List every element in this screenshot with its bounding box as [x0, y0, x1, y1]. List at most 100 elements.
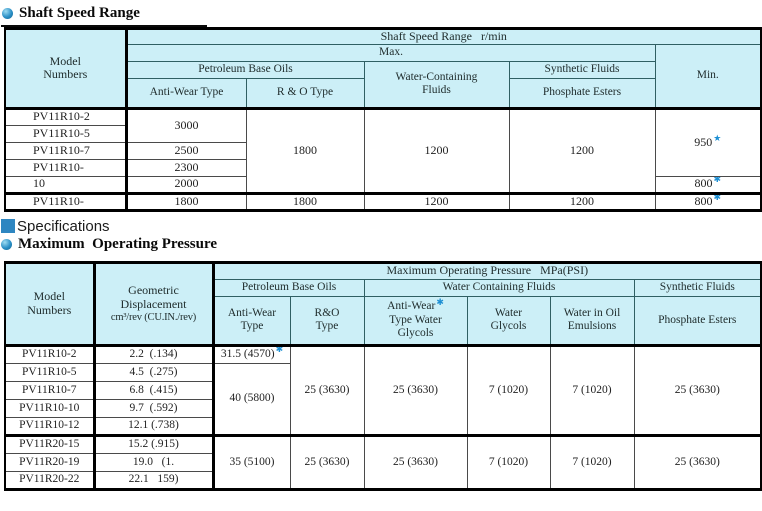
t2-antiwear-cell: 31.5 (4570)✱ — [212, 343, 291, 364]
t2-awwg-cell: 25 (3630) — [363, 343, 468, 436]
t2-model-cell: PV11R20-15 — [4, 433, 96, 454]
t1-water-header-label: Water-Containing Fluids — [395, 71, 478, 97]
bullet-ball-icon — [2, 8, 13, 19]
pressure-value: 31.5 (4570) — [220, 348, 275, 361]
t1-max-header: Max. — [125, 43, 656, 62]
t2-antiwear-cell: 40 (5800) — [212, 362, 291, 436]
t2-phosphate-header: Phosphate Esters — [633, 295, 762, 346]
t2-model-cell: PV11R10-12 — [4, 416, 96, 436]
t2-model-cell: PV11R10-10 — [4, 398, 96, 418]
t2-antiwear-header-label: Anti-Wear Type — [227, 307, 277, 333]
t2-wioe-header: Water in Oil Emulsions — [549, 295, 635, 346]
specifications-title: Specifications — [17, 217, 110, 235]
geometric-line2: Displacement — [120, 296, 187, 311]
t2-model-header: Model Numbers — [4, 261, 96, 346]
awwg-line1-text: Anti-Wear — [387, 300, 436, 313]
t2-geo-cell: 9.7 (.592) — [93, 398, 215, 418]
t2-mop-header: Maximum Operating Pressure MPa(PSI) — [212, 261, 762, 280]
pressure-heading: Maximum Operating Pressure — [1, 236, 762, 253]
t2-awwg-header: Anti-Wear✱ Type Water Glycols — [363, 295, 468, 346]
pressure-title: Maximum Operating Pressure — [18, 235, 218, 252]
t2-model-cell: PV11R20-22 — [4, 470, 96, 490]
t1-antiwear-header: Anti-Wear Type — [125, 77, 247, 109]
geometric-line3: cm³/rev (CU.IN./rev) — [110, 311, 197, 323]
t2-wioe-label: Water in Oil Emulsions — [563, 307, 621, 333]
t2-geo-cell: 4.5 (.275) — [93, 362, 215, 382]
t2-wcf-header: Water Containing Fluids — [363, 278, 635, 297]
t2-geo-cell: 19.0 (1. — [93, 452, 215, 472]
t2-antiwear-cell: 35 (5100) — [212, 433, 291, 490]
specifications-heading: Specifications — [1, 218, 762, 235]
t2-model-cell: PV11R20-19 — [4, 452, 96, 472]
t1-ro-header: R & O Type — [245, 77, 365, 109]
t2-ro-cell: 25 (3630) — [289, 343, 365, 436]
bullet-square-icon — [1, 219, 15, 234]
t1-min-cell: 800✱ — [654, 191, 762, 211]
t2-waterglycols-label: Water Glycols — [490, 307, 527, 333]
t1-synthetic-header: Synthetic Fluids — [508, 60, 656, 79]
t2-geo-cell: 22.1 159) — [93, 470, 215, 490]
footnote-marker-icon: ★ — [713, 132, 722, 143]
shaft-speed-title: Shaft Speed Range — [19, 5, 140, 21]
footnote-marker-icon: ✱ — [713, 176, 722, 185]
t1-water-header: Water-Containing Fluids — [363, 60, 510, 109]
awwg-line1: Anti-Wear✱ — [365, 296, 466, 313]
t1-water-cell: 1200 — [363, 191, 510, 211]
t2-geo-cell: 6.8 (.415) — [93, 380, 215, 400]
t2-antiwear-header: Anti-Wear Type — [212, 295, 291, 346]
t1-ro-cell: 1800 — [245, 106, 365, 194]
t2-ro-header-label: R&O Type — [314, 307, 340, 333]
t2-wioe-cell: 7 (1020) — [549, 433, 635, 490]
t2-model-header-label: Model Numbers — [27, 289, 72, 317]
t2-geo-cell: 15.2 (.915) — [93, 433, 215, 454]
t1-model-cell: PV11R10- — [4, 158, 128, 177]
t1-model-header: Model Numbers — [4, 28, 128, 109]
t1-min-cell: 800✱ — [654, 175, 762, 194]
t1-antiwear-cell: 2500 — [125, 141, 247, 160]
t1-model-cell: PV11R10-2 — [4, 106, 128, 126]
t2-geometric-header: Geometric Displacement cm³/rev (CU.IN./r… — [93, 261, 215, 346]
t1-antiwear-cell: 2300 — [125, 158, 247, 177]
min-value: 800 — [694, 193, 713, 208]
t2-geo-cell: 2.2 (.134) — [93, 343, 215, 364]
min-value: 800 — [694, 176, 713, 191]
pressure-section-header: Maximum Operating Pressure — [1, 236, 762, 253]
t1-model-header-label: Model Numbers — [43, 53, 88, 82]
t1-min-cell: 950★ — [654, 106, 762, 177]
t1-petroleum-header: Petroleum Base Oils — [125, 60, 365, 79]
t1-model-cell: 10 — [4, 175, 128, 194]
t2-phosphate-cell: 25 (3630) — [633, 433, 762, 490]
bullet-ball-icon — [1, 238, 12, 250]
t2-model-cell: PV11R10-5 — [4, 362, 96, 382]
t1-min-header: Min. — [654, 43, 762, 109]
t1-model-cell: PV11R10-5 — [4, 124, 128, 143]
t2-petroleum-header: Petroleum Base Oils — [212, 278, 365, 297]
shaft-speed-table: Model Numbers Shaft Speed Range r/min Ma… — [4, 27, 762, 212]
t2-awwg-cell: 25 (3630) — [363, 433, 468, 490]
t1-phosphate-header: Phosphate Esters — [508, 77, 656, 109]
footnote-marker-icon: ✱ — [436, 296, 444, 307]
geometric-line1: Geometric — [128, 282, 179, 297]
t2-geo-cell: 12.1 (.738) — [93, 416, 215, 436]
t1-phosphate-cell: 1200 — [508, 106, 656, 194]
max-operating-pressure-table: Model Numbers Geometric Displacement cm³… — [4, 260, 762, 491]
t2-ro-cell: 25 (3630) — [289, 433, 365, 490]
t2-waterglycols-header: Water Glycols — [466, 295, 551, 346]
shaft-speed-heading: Shaft Speed Range — [1, 3, 207, 27]
t1-water-cell: 1200 — [363, 106, 510, 194]
t1-model-cell: PV11R10- — [4, 191, 128, 211]
t2-wioe-cell: 7 (1020) — [549, 343, 635, 436]
t2-phosphate-cell: 25 (3630) — [633, 343, 762, 436]
t1-unit-header: Shaft Speed Range r/min — [125, 28, 762, 45]
footnote-marker-icon: ✱ — [275, 345, 284, 355]
awwg-line2: Type Water Glycols — [389, 313, 442, 339]
min-value: 950 — [694, 134, 713, 149]
t1-antiwear-cell: 2000 — [125, 175, 247, 194]
t2-ro-header: R&O Type — [289, 295, 365, 346]
t2-model-cell: PV11R10-7 — [4, 380, 96, 400]
t2-waterglycols-cell: 7 (1020) — [466, 343, 551, 436]
t1-phosphate-cell: 1200 — [508, 191, 656, 211]
t2-waterglycols-cell: 7 (1020) — [466, 433, 551, 490]
specifications-section-header: Specifications — [1, 218, 762, 235]
t1-antiwear-cell: 3000 — [125, 106, 247, 143]
